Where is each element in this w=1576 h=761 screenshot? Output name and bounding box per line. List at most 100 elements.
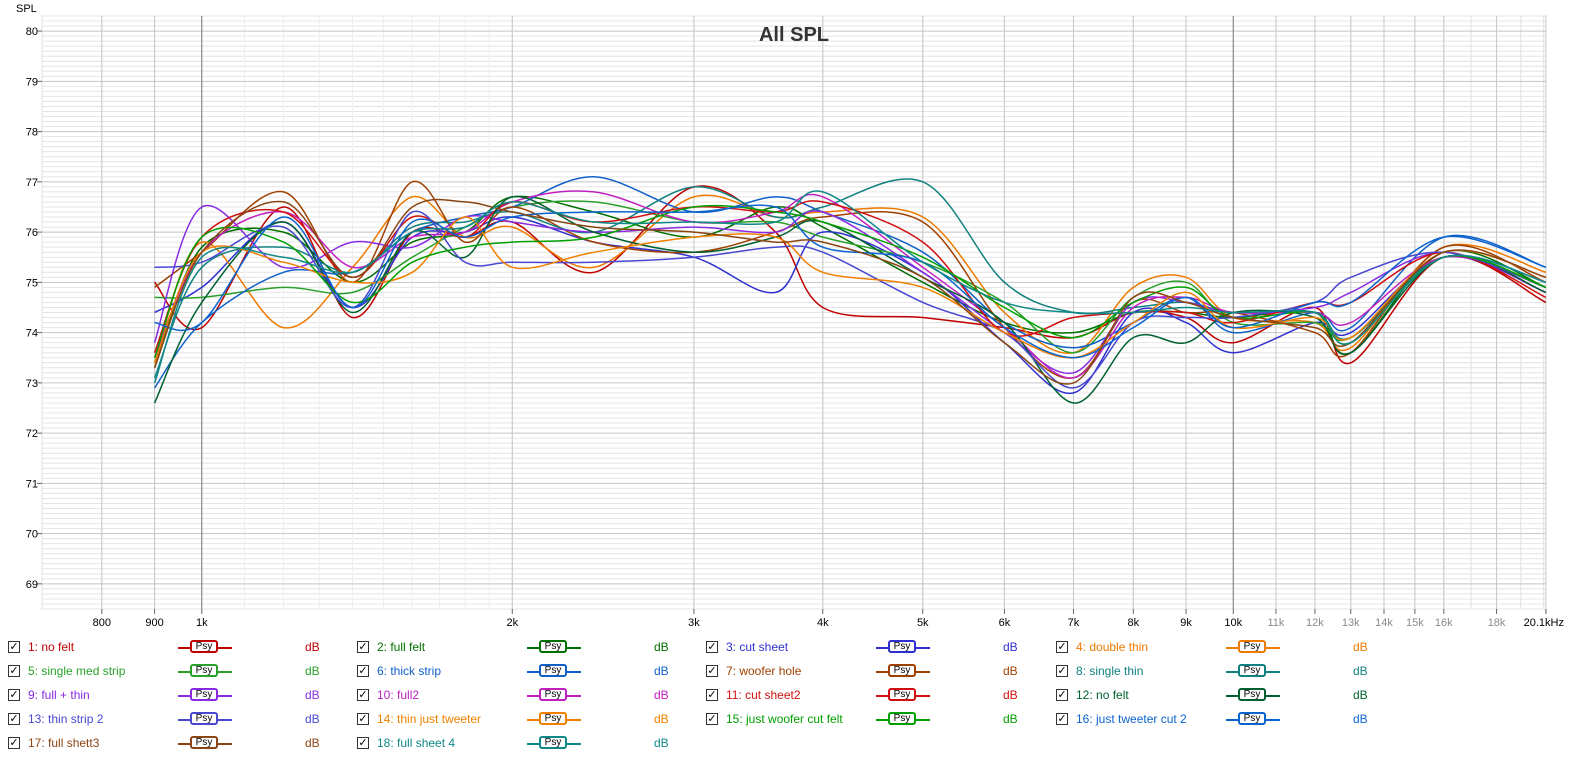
psy-label[interactable]: Psy <box>190 664 218 677</box>
x-tick-label: 4k <box>817 617 829 629</box>
psy-label[interactable]: Psy <box>888 640 916 653</box>
legend-label: 4: double thin <box>1076 640 1149 654</box>
series-layer <box>153 176 1546 404</box>
legend-unit: dB <box>1003 664 1018 678</box>
legend-unit: dB <box>654 640 669 654</box>
legend-psy-button[interactable]: Psy <box>876 664 930 678</box>
x-tick-label: 6k <box>999 617 1011 629</box>
legend-checkbox[interactable]: ✓ <box>1056 665 1068 677</box>
legend-psy-button[interactable]: Psy <box>178 640 232 654</box>
legend-unit: dB <box>305 712 320 726</box>
legend-psy-button[interactable]: Psy <box>876 688 930 702</box>
legend-checkbox[interactable]: ✓ <box>8 713 20 725</box>
x-tick-label: 2k <box>506 617 518 629</box>
legend-psy-button[interactable]: Psy <box>178 712 232 726</box>
legend-psy-button[interactable]: Psy <box>876 640 930 654</box>
y-tick-label: 72 <box>26 428 38 440</box>
legend-checkbox[interactable]: ✓ <box>8 689 20 701</box>
legend-checkbox[interactable]: ✓ <box>8 641 20 653</box>
legend-item: ✓ 5: single med strip Psy dB <box>8 660 348 682</box>
x-tick-label: 9k <box>1180 617 1192 629</box>
x-tick-label: 12k <box>1306 617 1324 629</box>
legend-unit: dB <box>1003 640 1018 654</box>
x-tick-label: 8k <box>1127 617 1139 629</box>
legend-label: 17: full shett3 <box>28 736 100 750</box>
x-tick-label: 13k <box>1342 617 1360 629</box>
y-tick-label: 76 <box>26 227 38 239</box>
psy-label[interactable]: Psy <box>539 640 567 653</box>
legend-checkbox[interactable]: ✓ <box>8 737 20 749</box>
legend-item: ✓ 3: cut sheet Psy dB <box>706 636 1046 658</box>
legend-psy-button[interactable]: Psy <box>527 664 581 678</box>
psy-label[interactable]: Psy <box>539 688 567 701</box>
legend-unit: dB <box>1353 664 1368 678</box>
psy-label[interactable]: Psy <box>888 688 916 701</box>
psy-label[interactable]: Psy <box>539 712 567 725</box>
legend-psy-button[interactable]: Psy <box>178 736 232 750</box>
y-tick-label: 71 <box>26 478 38 490</box>
legend-label: 9: full + thin <box>28 688 90 702</box>
legend-label: 5: single med strip <box>28 664 126 678</box>
legend-checkbox[interactable]: ✓ <box>1056 689 1068 701</box>
psy-label[interactable]: Psy <box>1238 712 1266 725</box>
psy-label[interactable]: Psy <box>190 688 218 701</box>
legend-item: ✓ 4: double thin Psy dB <box>1056 636 1396 658</box>
psy-label[interactable]: Psy <box>1238 688 1266 701</box>
legend-unit: dB <box>305 664 320 678</box>
legend-checkbox[interactable]: ✓ <box>1056 641 1068 653</box>
legend-checkbox[interactable]: ✓ <box>357 665 369 677</box>
legend-checkbox[interactable]: ✓ <box>706 689 718 701</box>
x-tick-label: 16k <box>1435 617 1453 629</box>
psy-label[interactable]: Psy <box>888 712 916 725</box>
legend-unit: dB <box>1003 688 1018 702</box>
legend-checkbox[interactable]: ✓ <box>706 665 718 677</box>
legend-label: 11: cut sheet2 <box>726 688 801 702</box>
legend-psy-button[interactable]: Psy <box>527 688 581 702</box>
legend-unit: dB <box>1003 712 1018 726</box>
legend-checkbox[interactable]: ✓ <box>357 641 369 653</box>
legend-checkbox[interactable]: ✓ <box>357 689 369 701</box>
legend-psy-button[interactable]: Psy <box>1226 688 1280 702</box>
legend-label: 7: woofer hole <box>726 664 802 678</box>
legend-psy-button[interactable]: Psy <box>527 640 581 654</box>
legend-checkbox[interactable]: ✓ <box>8 665 20 677</box>
legend-label: 15: just woofer cut felt <box>726 712 843 726</box>
legend-unit: dB <box>654 712 669 726</box>
legend-checkbox[interactable]: ✓ <box>706 641 718 653</box>
psy-label[interactable]: Psy <box>1238 640 1266 653</box>
x-tick-label: 11k <box>1267 617 1284 629</box>
psy-label[interactable]: Psy <box>539 664 567 677</box>
y-tick-label: 69 <box>26 579 38 591</box>
x-tick-label: 900 <box>145 617 163 629</box>
psy-label[interactable]: Psy <box>190 712 218 725</box>
legend-item: ✓ 2: full felt Psy dB <box>357 636 697 658</box>
legend-unit: dB <box>1353 712 1368 726</box>
legend: ✓ 1: no felt Psy dB ✓ 2: full felt Psy dB ✓ 3: cu… <box>0 634 1576 761</box>
legend-checkbox[interactable]: ✓ <box>357 737 369 749</box>
legend-psy-button[interactable]: Psy <box>1226 712 1280 726</box>
psy-label[interactable]: Psy <box>888 664 916 677</box>
chart-title: All SPL <box>759 24 829 46</box>
legend-psy-button[interactable]: Psy <box>1226 664 1280 678</box>
legend-psy-button[interactable]: Psy <box>527 736 581 750</box>
psy-label[interactable]: Psy <box>1238 664 1266 677</box>
legend-psy-button[interactable]: Psy <box>1226 640 1280 654</box>
legend-item: ✓ 14: thin just tweeter Psy dB <box>357 708 697 730</box>
legend-item: ✓ 17: full shett3 Psy dB <box>8 732 348 754</box>
legend-label: 10: full2 <box>377 688 420 702</box>
legend-label: 1: no felt <box>28 640 75 654</box>
psy-label[interactable]: Psy <box>190 736 218 749</box>
x-tick-label: 18k <box>1488 617 1506 629</box>
psy-label[interactable]: Psy <box>190 640 218 653</box>
legend-item: ✓ 11: cut sheet2 Psy dB <box>706 684 1046 706</box>
legend-psy-button[interactable]: Psy <box>178 664 232 678</box>
legend-label: 16: just tweeter cut 2 <box>1076 712 1187 726</box>
x-tick-label: 5k <box>917 617 929 629</box>
legend-checkbox[interactable]: ✓ <box>1056 713 1068 725</box>
legend-checkbox[interactable]: ✓ <box>357 713 369 725</box>
legend-psy-button[interactable]: Psy <box>876 712 930 726</box>
legend-psy-button[interactable]: Psy <box>527 712 581 726</box>
legend-checkbox[interactable]: ✓ <box>706 713 718 725</box>
psy-label[interactable]: Psy <box>539 736 567 749</box>
legend-psy-button[interactable]: Psy <box>178 688 232 702</box>
